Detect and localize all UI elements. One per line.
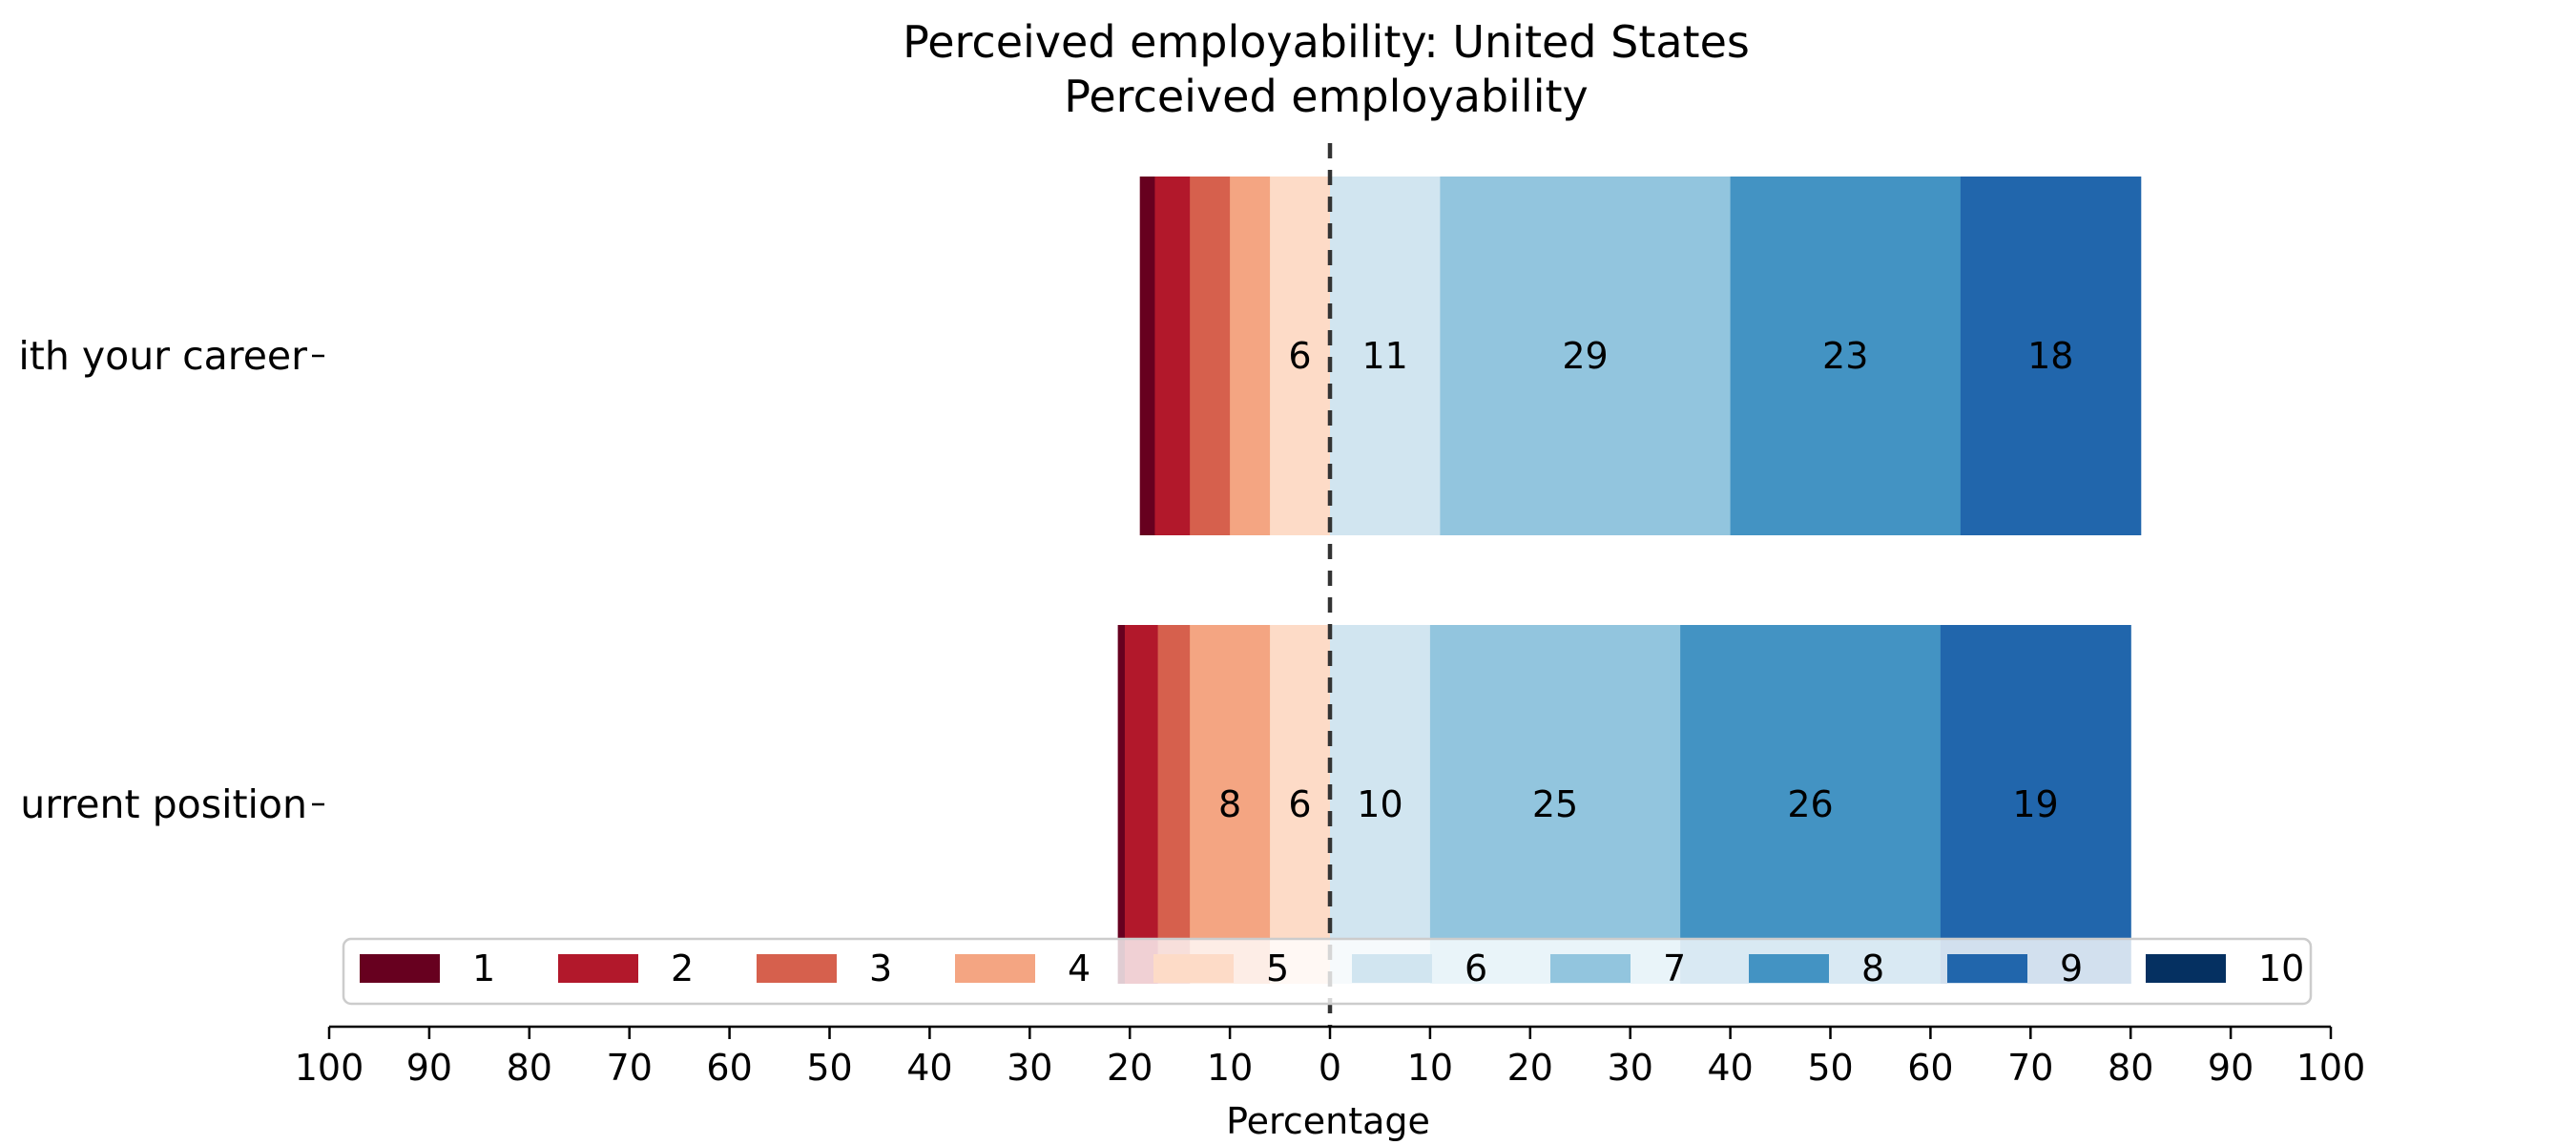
x-tick-label: 100 [2296,1047,2366,1089]
bar-row: 8 6 10 25 26 19 [1117,625,2131,984]
segment-label: 29 [1562,335,1608,377]
y-tick-label: ith your career [18,333,307,379]
legend-swatch [1947,954,2027,983]
y-tick-label: urrent position [20,781,307,827]
legend-label: 9 [2060,947,2083,989]
x-tick-label: 90 [406,1047,452,1089]
segment-label: 25 [1532,783,1578,825]
legend-item: 8 [1749,947,1884,989]
legend-label: 8 [1861,947,1884,989]
x-axis: 100 90 80 70 60 50 40 30 20 10 0 10 20 30 40 50 60 70 80 90… [295,1025,2366,1089]
legend-swatch [1352,954,1432,983]
legend-item: 1 [360,947,495,989]
legend-item: 2 [558,947,694,989]
bar-segment [1230,177,1271,535]
legend-label: 1 [472,947,495,989]
legend-label: 2 [671,947,694,989]
legend-swatch [1550,954,1631,983]
bar-segment [1154,177,1191,535]
x-tick-label: 10 [1407,1047,1453,1089]
bar-segment [1330,625,1431,984]
legend-swatch [757,954,837,983]
bar-segment [1680,625,1942,984]
x-tick-label: 60 [1907,1047,1953,1089]
x-tick-label: 100 [295,1047,364,1089]
legend-swatch [360,954,440,983]
x-tick-label: 90 [2208,1047,2254,1089]
x-tick-label: 30 [1608,1047,1653,1089]
segment-label: 23 [1822,335,1868,377]
legend-item: 3 [757,947,892,989]
legend-item: 9 [1947,947,2083,989]
bar-segment [1139,177,1156,535]
legend-item: 4 [955,947,1091,989]
legend-label: 5 [1266,947,1289,989]
bar-segment [1270,625,1331,984]
x-axis-label: Percentage [1226,1100,1430,1142]
segment-label: 8 [1218,783,1241,825]
bar-segment [1940,625,2131,984]
legend-label: 4 [1068,947,1091,989]
legend-item: 5 [1153,947,1289,989]
legend-swatch [955,954,1035,983]
segment-label: 10 [1357,783,1402,825]
segment-label: 19 [2012,783,2058,825]
legend-label: 7 [1663,947,1686,989]
bar-segment [1330,177,1441,535]
legend-label: 10 [2258,947,2304,989]
x-tick-label: 60 [706,1047,752,1089]
bar-row: 6 11 29 23 18 [1139,177,2142,535]
bar-segment [1960,177,2142,535]
chart-subtitle: Perceived employability [1064,71,1588,122]
legend-swatch [558,954,638,983]
segment-label: 6 [1288,783,1311,825]
bar-segment [1157,625,1191,984]
segment-label: 11 [1362,335,1408,377]
bar-segment [1190,625,1271,984]
x-tick-label: 10 [1207,1047,1253,1089]
legend-item: 7 [1550,947,1686,989]
x-tick-label: 40 [906,1047,952,1089]
bar-segment [1730,177,1962,535]
x-tick-label: 20 [1507,1047,1553,1089]
bar-segment [1270,177,1331,535]
x-tick-label: 0 [1319,1047,1341,1089]
legend-swatch [1153,954,1234,983]
legend-swatch [2146,954,2226,983]
bar-segment [1190,177,1231,535]
bar-segment [1117,625,1126,984]
x-tick-label: 70 [607,1047,653,1089]
legend-item: 10 [2146,947,2304,989]
segment-label: 26 [1787,783,1833,825]
bar-segment [1429,625,1681,984]
legend-label: 6 [1465,947,1487,989]
x-tick-label: 50 [1807,1047,1853,1089]
x-tick-label: 50 [806,1047,852,1089]
x-tick-label: 80 [2108,1047,2153,1089]
bar-segment [1124,625,1159,984]
bars-layer: 6 11 29 23 18 8 6 10 25 26 19 [1117,177,2142,984]
chart-title: Perceived employability: United States [903,16,1750,68]
x-tick-label: 40 [1707,1047,1753,1089]
legend: 1 2 3 4 5 6 7 8 9 10 [342,937,2313,1006]
legend-label: 3 [869,947,892,989]
x-tick-label: 70 [2007,1047,2053,1089]
bar-segment [1440,177,1732,535]
x-tick-label: 80 [507,1047,552,1089]
legend-swatch [1749,954,1829,983]
x-tick-label: 20 [1107,1047,1153,1089]
y-axis: ith your career urrent position [18,333,324,827]
x-tick-label: 30 [1007,1047,1052,1089]
segment-label: 18 [2027,335,2073,377]
segment-label: 6 [1288,335,1311,377]
legend-item: 6 [1352,947,1487,989]
